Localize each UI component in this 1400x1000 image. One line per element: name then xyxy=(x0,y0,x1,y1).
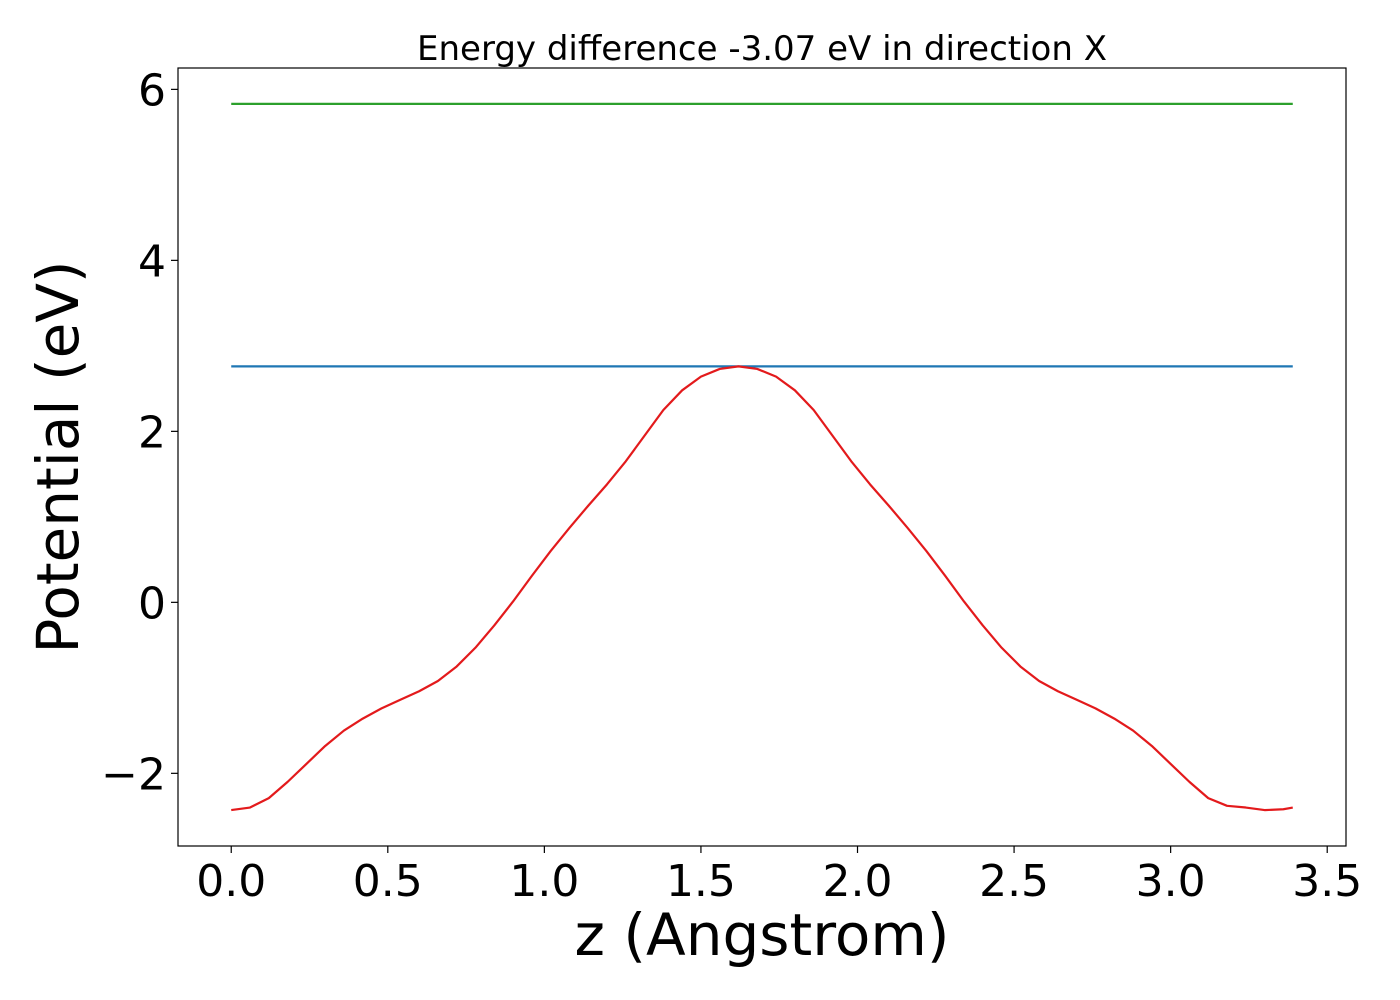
plot-area xyxy=(177,67,1347,847)
x-axis-label: z (Angstrom) xyxy=(575,901,950,969)
x-tick-label: 0.5 xyxy=(353,856,423,907)
y-tick-label: 6 xyxy=(138,65,166,116)
y-axis-label: Potential (eV) xyxy=(24,260,92,653)
x-axis-ticks: 0.0 0.5 1.0 1.5 2.0 2.5 3.0 3.5 xyxy=(196,846,1362,907)
y-tick-label: 4 xyxy=(138,236,166,287)
series-layer xyxy=(231,102,1293,812)
x-tick-label: 1.0 xyxy=(509,856,579,907)
y-tick-label: 2 xyxy=(138,407,166,458)
x-tick-label: 0.0 xyxy=(196,856,266,907)
y-axis-ticks: −2 0 2 4 6 xyxy=(101,65,178,800)
x-tick-label: 3.0 xyxy=(1136,856,1206,907)
chart-title: Energy difference -3.07 eV in direction … xyxy=(417,29,1107,69)
series-line-red xyxy=(231,365,1293,812)
x-tick-label: 2.5 xyxy=(979,856,1049,907)
plot-frame xyxy=(177,67,1347,847)
y-tick-label: 0 xyxy=(138,578,166,629)
y-tick-label: −2 xyxy=(101,749,166,800)
x-tick-label: 2.0 xyxy=(823,856,893,907)
x-tick-label: 3.5 xyxy=(1292,856,1362,907)
x-tick-label: 1.5 xyxy=(666,856,736,907)
